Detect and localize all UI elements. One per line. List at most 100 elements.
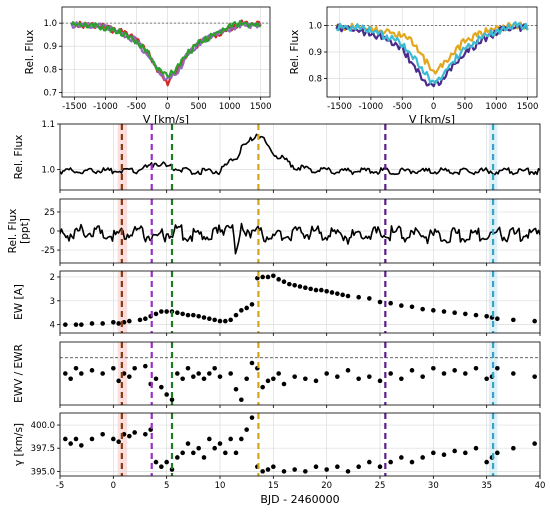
data-point [233, 312, 239, 318]
series-group [63, 415, 537, 474]
data-point [63, 371, 68, 376]
data-point [324, 371, 329, 376]
data-point [431, 308, 436, 313]
data-point [159, 309, 164, 314]
data-point [388, 371, 393, 376]
data-point [68, 376, 73, 382]
data-point [127, 374, 132, 379]
data-point [265, 378, 271, 384]
data-point [249, 415, 255, 420]
data-point [111, 365, 116, 371]
data-point [89, 436, 95, 442]
data-point [473, 365, 479, 371]
x-tick-label: 1000 [485, 102, 507, 112]
data-point [431, 450, 436, 456]
data-point [153, 311, 159, 317]
data-point [276, 371, 281, 376]
data-point [409, 368, 415, 373]
data-point [132, 430, 137, 435]
data-point [73, 365, 79, 371]
data-point [377, 299, 383, 305]
y-tick-label: 400.0 [31, 421, 55, 431]
data-point [180, 311, 185, 317]
data-point [473, 312, 479, 318]
x-tick-label: 10 [215, 481, 226, 491]
axes-frame [59, 341, 541, 406]
data-point [463, 311, 468, 317]
y-tick-label: 0.9 [43, 42, 57, 52]
data-point [409, 459, 415, 465]
data-point [399, 455, 404, 460]
data-point [281, 381, 287, 387]
data-point [377, 464, 383, 470]
data-point [271, 464, 276, 470]
y-axis-label: Rel. Flux [24, 30, 36, 75]
data-point [287, 281, 292, 287]
y-tick-label: 1.0 [41, 166, 55, 176]
x-tick-label: 1500 [250, 102, 272, 112]
data-point [153, 459, 159, 465]
data-point [303, 376, 308, 382]
data-point [271, 376, 276, 382]
profile-series-line [70, 20, 262, 78]
y-tick-label: 0.7 [43, 88, 57, 98]
x-tick-label: 0 [165, 102, 170, 112]
data-point [441, 452, 447, 457]
data-point [191, 374, 196, 379]
data-point [79, 443, 84, 448]
data-point [100, 432, 105, 437]
data-point [335, 291, 340, 296]
ratio-panel: EWV / EWR [13, 341, 541, 408]
data-point [313, 378, 319, 384]
data-point [127, 433, 132, 439]
data-point [313, 464, 319, 470]
data-point [260, 384, 265, 390]
data-point [324, 288, 329, 294]
x-tick-label: 1500 [517, 102, 539, 112]
data-point [207, 371, 212, 376]
axes-frame [59, 412, 541, 477]
data-point [207, 436, 212, 442]
data-point [100, 371, 105, 376]
data-point [356, 294, 361, 300]
y-axis-label-line: Rel. Flux [7, 209, 19, 254]
series-group [63, 360, 537, 403]
data-point [175, 310, 180, 316]
data-point [223, 318, 228, 324]
flux-panel: 1.0 1.1 Rel. Flux [13, 120, 541, 193]
data-point [212, 445, 217, 451]
data-point [201, 376, 207, 382]
data-point [345, 469, 351, 474]
data-point [111, 319, 116, 325]
data-point [292, 374, 297, 379]
y-axis-label: EWV / EWR [13, 344, 25, 403]
data-point [239, 397, 244, 403]
data-point [223, 450, 228, 456]
data-point [116, 378, 121, 384]
data-point [73, 436, 79, 442]
data-point [127, 318, 132, 324]
data-point [201, 315, 207, 320]
x-tick-label: -5 [56, 481, 64, 491]
data-point [79, 371, 84, 376]
data-point [68, 441, 73, 446]
data-point [137, 317, 143, 323]
x-axis-label: V [km/s] [409, 113, 455, 126]
data-point [297, 284, 303, 289]
data-point [441, 309, 447, 314]
data-point [335, 374, 340, 379]
data-point [484, 459, 489, 465]
data-point [271, 273, 276, 279]
x-axis-label: BJD - 2460000 [260, 493, 339, 506]
data-point [340, 292, 345, 298]
x-tick-label: 25 [375, 481, 386, 491]
data-point [79, 322, 84, 327]
y-tick-label: 397.5 [31, 444, 55, 454]
profile-right: -1500 -1000 -500 0 500 1000 1500 0.8 0.9 1.0 V [km… [289, 6, 539, 126]
series-group [60, 133, 540, 176]
data-point [356, 376, 361, 382]
data-point [345, 293, 351, 299]
data-point [452, 448, 457, 454]
data-point [143, 432, 148, 437]
data-point [175, 371, 180, 376]
